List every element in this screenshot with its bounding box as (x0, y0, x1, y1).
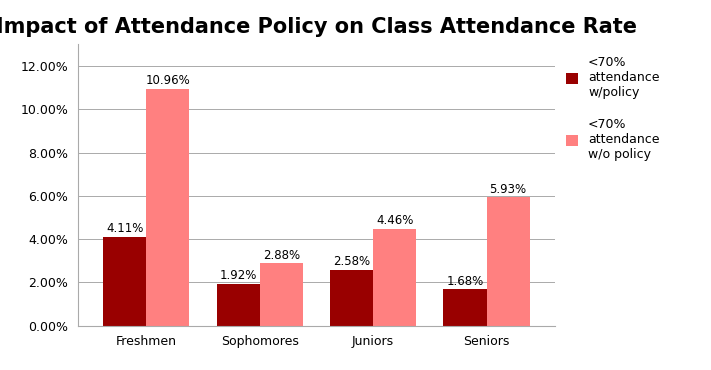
Text: 2.88%: 2.88% (262, 249, 300, 262)
Text: 4.46%: 4.46% (376, 214, 413, 228)
Bar (103, 237, 146, 326)
Text: 10.96%: 10.96% (146, 74, 190, 87)
Title: Impact of Attendance Policy on Class Attendance Rate: Impact of Attendance Policy on Class Att… (0, 17, 637, 37)
Text: 1.92%: 1.92% (220, 269, 257, 282)
Text: 5.93%: 5.93% (489, 183, 527, 196)
Text: 4.11%: 4.11% (106, 222, 144, 235)
Bar (444, 289, 486, 326)
Bar (260, 263, 303, 326)
Bar (146, 88, 189, 326)
Bar (217, 284, 260, 326)
Text: 2.58%: 2.58% (333, 255, 370, 268)
Bar (373, 229, 416, 326)
Bar (330, 270, 373, 326)
Bar (486, 197, 530, 326)
Legend: <70%
attendance
w/policy, <70%
attendance
w/o policy: <70% attendance w/policy, <70% attendanc… (565, 56, 660, 161)
Text: 1.68%: 1.68% (447, 275, 483, 287)
